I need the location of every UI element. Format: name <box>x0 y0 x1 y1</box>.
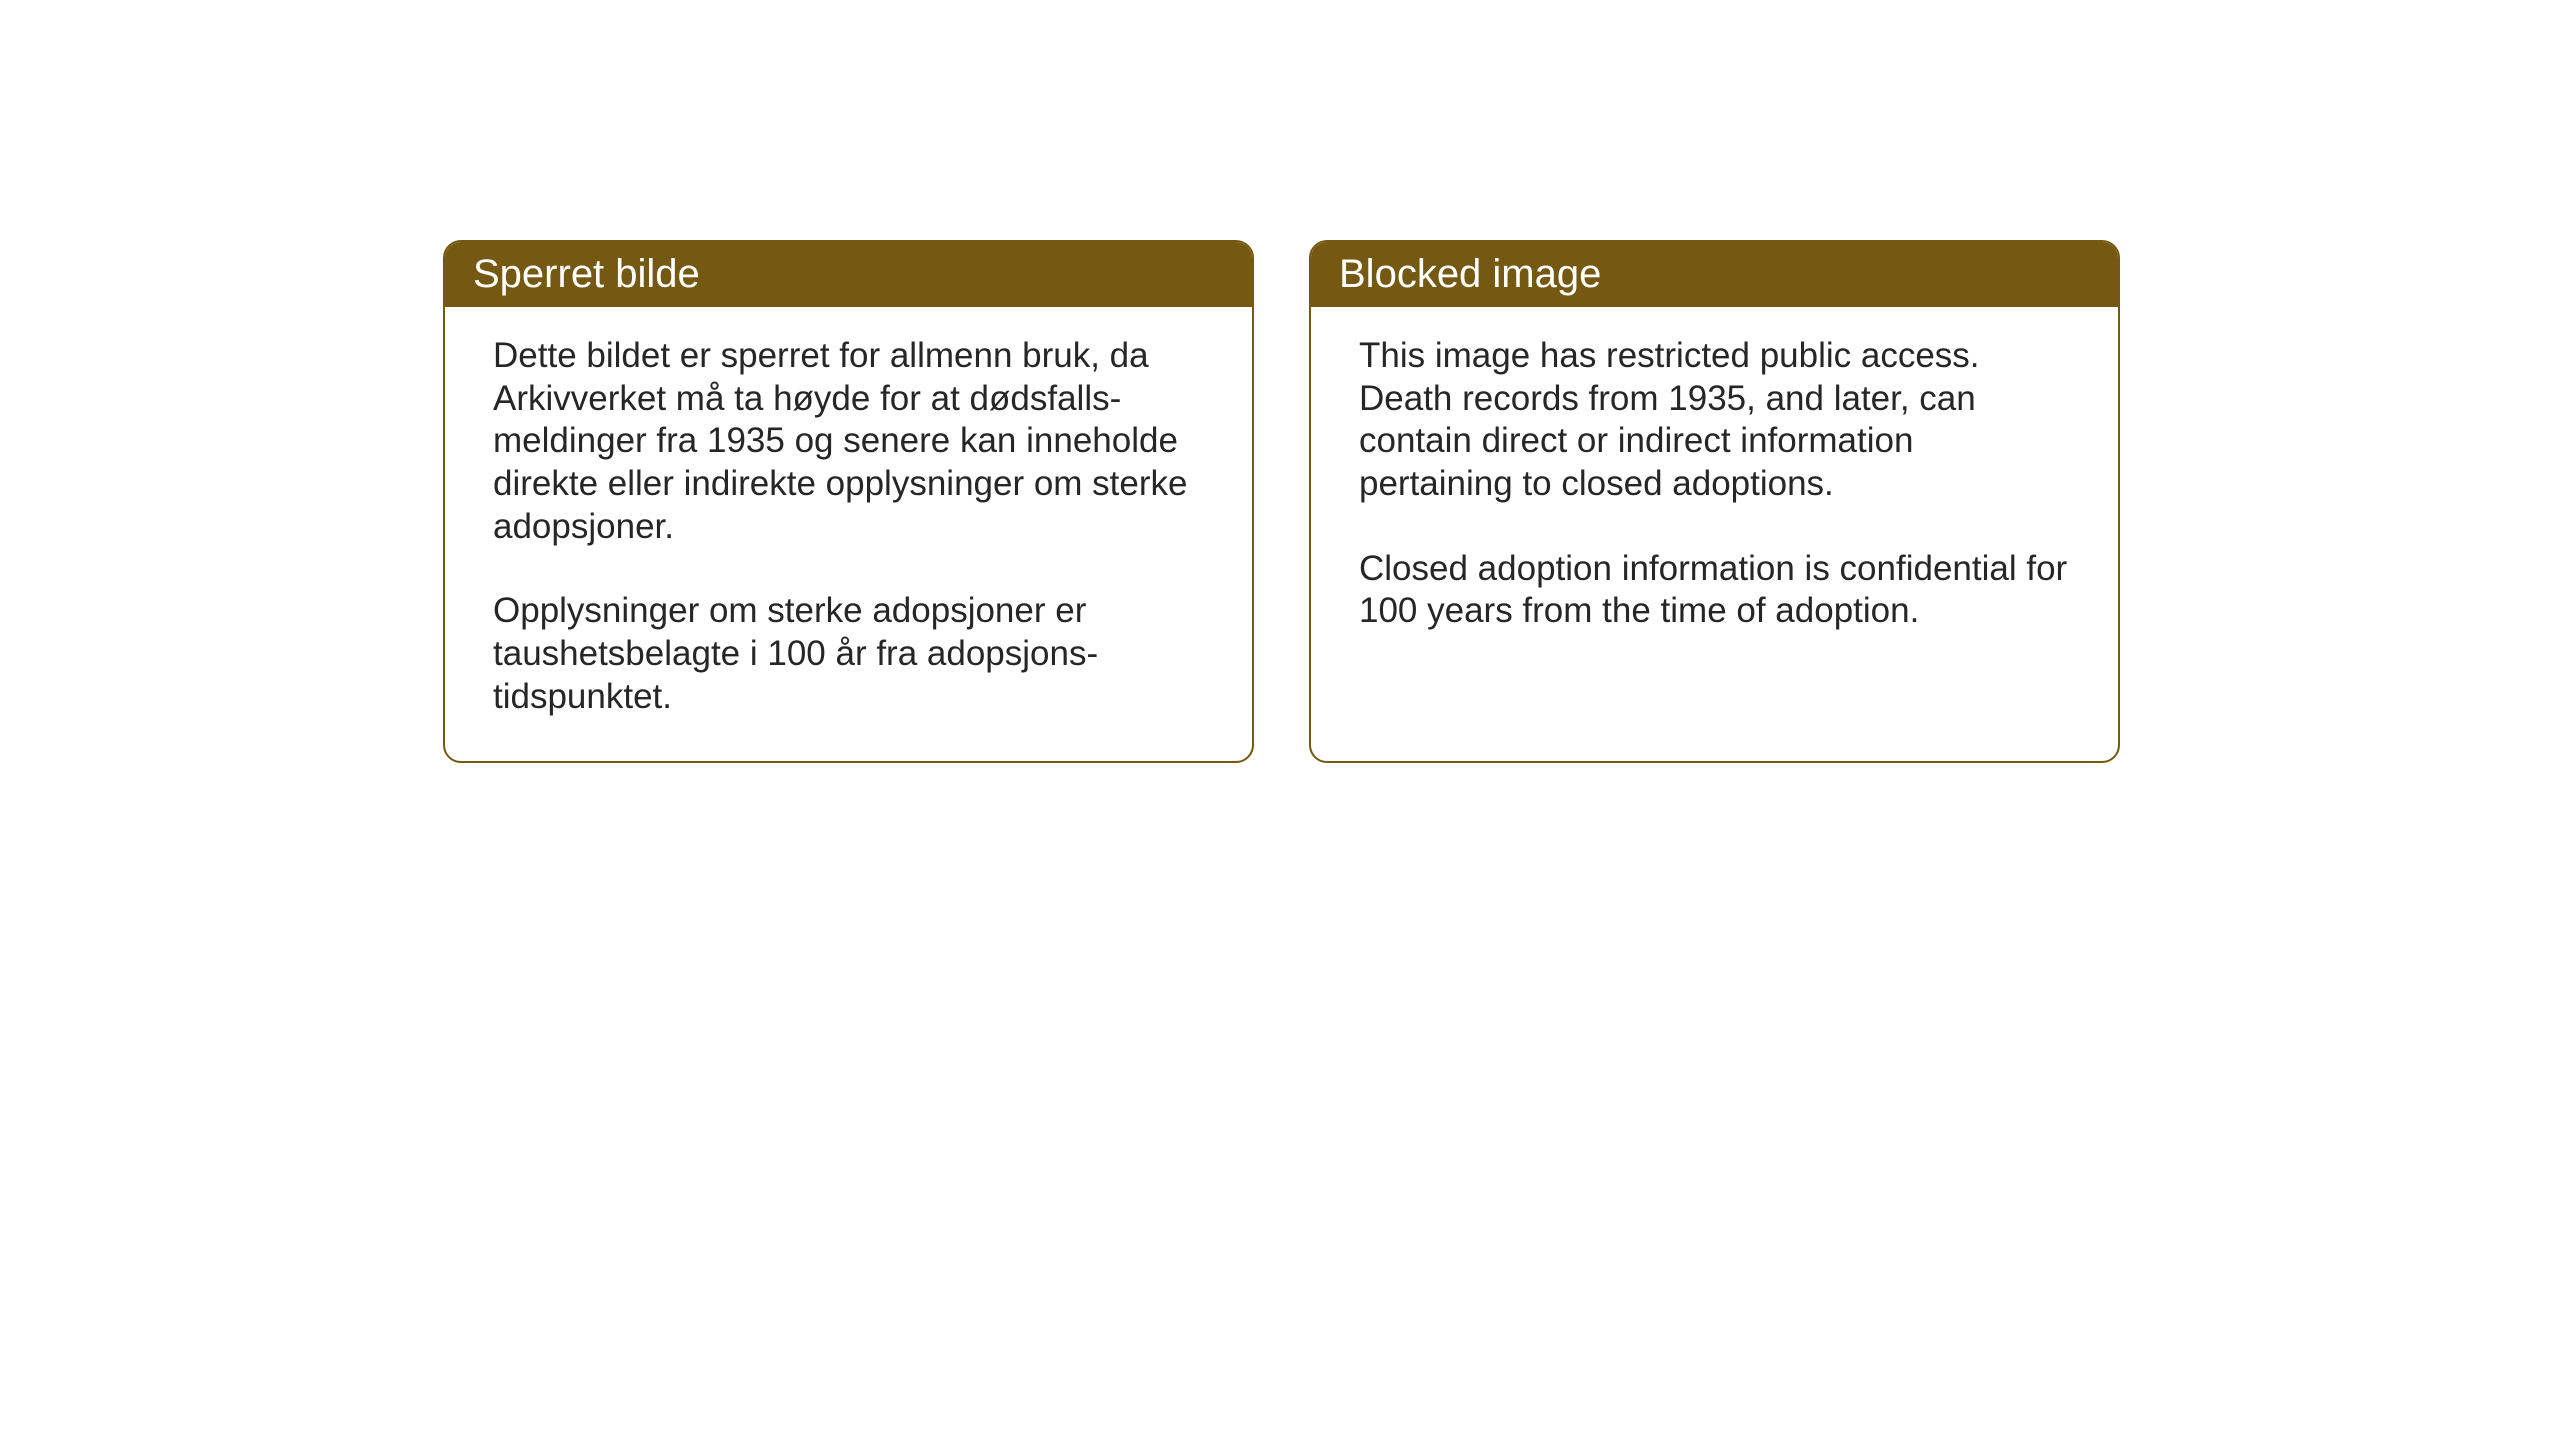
norwegian-paragraph-2: Opplysninger om sterke adopsjoner er tau… <box>493 590 1204 718</box>
notice-card-english: Blocked image This image has restricted … <box>1309 240 2120 763</box>
card-body-norwegian: Dette bildet er sperret for allmenn bruk… <box>445 307 1252 761</box>
card-body-english: This image has restricted public access.… <box>1311 307 2118 675</box>
norwegian-paragraph-1: Dette bildet er sperret for allmenn bruk… <box>493 335 1204 548</box>
notice-card-norwegian: Sperret bilde Dette bildet er sperret fo… <box>443 240 1254 763</box>
card-header-norwegian: Sperret bilde <box>445 242 1252 307</box>
card-header-english: Blocked image <box>1311 242 2118 307</box>
english-paragraph-2: Closed adoption information is confident… <box>1359 548 2070 633</box>
english-paragraph-1: This image has restricted public access.… <box>1359 335 2070 506</box>
notice-container: Sperret bilde Dette bildet er sperret fo… <box>443 240 2120 763</box>
